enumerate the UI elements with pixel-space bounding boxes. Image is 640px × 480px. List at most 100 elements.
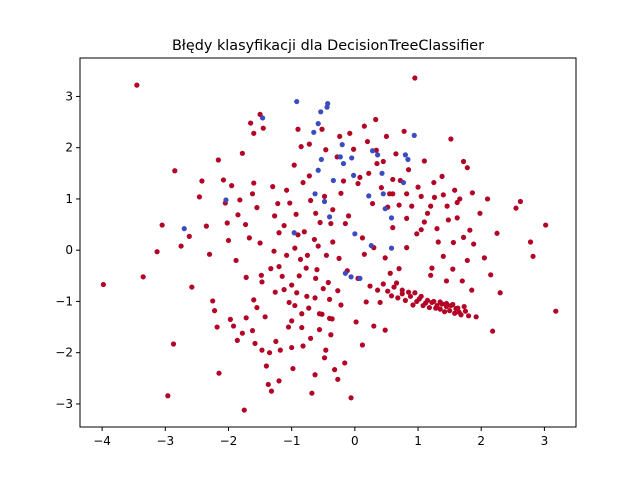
data-point-red-220 bbox=[355, 180, 361, 187]
data-point-red-265 bbox=[380, 158, 386, 165]
data-point-red-155 bbox=[513, 205, 519, 211]
data-point-red-190 bbox=[323, 252, 330, 258]
data-point-red-258 bbox=[239, 330, 245, 336]
data-point-red-181 bbox=[276, 230, 282, 236]
data-point-red-201 bbox=[335, 288, 341, 294]
data-point-red-92 bbox=[383, 133, 390, 140]
data-point-red-109 bbox=[410, 302, 416, 308]
data-point-blue-15 bbox=[405, 156, 411, 163]
data-point-red-63 bbox=[325, 279, 331, 286]
data-point-blue-35 bbox=[342, 270, 348, 276]
data-point-red-99 bbox=[395, 295, 401, 301]
data-point-red-91 bbox=[382, 327, 388, 333]
data-point-blue-33 bbox=[368, 242, 374, 249]
data-point-red-205 bbox=[292, 302, 298, 309]
data-point-red-17 bbox=[215, 157, 221, 163]
data-point-red-69 bbox=[338, 302, 344, 308]
data-point-red-213 bbox=[266, 350, 273, 356]
data-point-blue-8 bbox=[339, 142, 345, 148]
data-point-red-207 bbox=[328, 332, 334, 338]
data-point-blue-21 bbox=[400, 179, 407, 186]
data-point-red-159 bbox=[543, 222, 549, 228]
data-point-red-158 bbox=[530, 253, 536, 259]
data-point-red-169 bbox=[454, 215, 460, 221]
data-point-red-215 bbox=[312, 372, 318, 378]
data-point-red-160 bbox=[553, 308, 559, 314]
data-point-red-262 bbox=[347, 130, 353, 136]
data-point-red-84 bbox=[369, 200, 376, 207]
data-point-red-259 bbox=[326, 315, 333, 321]
x-tick-label: 0 bbox=[351, 434, 359, 448]
data-point-red-161 bbox=[448, 136, 454, 142]
data-point-blue-6 bbox=[311, 129, 317, 135]
data-point-blue-18 bbox=[350, 172, 357, 178]
data-point-red-73 bbox=[345, 213, 352, 219]
data-point-blue-34 bbox=[388, 245, 395, 251]
data-point-red-163 bbox=[439, 173, 445, 179]
data-point-red-275 bbox=[443, 278, 450, 284]
data-point-red-107 bbox=[407, 293, 414, 299]
data-point-red-194 bbox=[296, 273, 302, 279]
data-point-red-226 bbox=[382, 255, 388, 261]
data-point-red-157 bbox=[527, 239, 534, 245]
data-point-red-231 bbox=[412, 290, 418, 296]
data-point-red-3 bbox=[154, 249, 160, 255]
data-point-red-177 bbox=[249, 191, 256, 197]
chart-title: Błędy klasyfikacji dla DecisionTreeClass… bbox=[172, 38, 484, 54]
data-point-red-175 bbox=[251, 130, 257, 136]
data-point-red-100 bbox=[396, 266, 402, 272]
data-point-red-14 bbox=[206, 251, 213, 257]
data-point-red-95 bbox=[388, 293, 395, 299]
data-point-red-102 bbox=[399, 291, 405, 297]
data-point-blue-14 bbox=[340, 160, 347, 167]
data-point-red-216 bbox=[335, 376, 341, 382]
data-point-red-140 bbox=[459, 278, 465, 284]
data-point-red-93 bbox=[385, 288, 391, 294]
data-point-red-148 bbox=[477, 210, 483, 216]
data-point-red-7 bbox=[172, 168, 178, 174]
data-point-red-179 bbox=[270, 184, 276, 190]
data-point-red-12 bbox=[199, 178, 205, 184]
data-point-red-256 bbox=[227, 316, 233, 322]
data-point-red-38 bbox=[273, 338, 279, 345]
data-point-red-222 bbox=[330, 207, 336, 213]
data-point-red-57 bbox=[311, 236, 318, 243]
data-point-blue-0 bbox=[294, 98, 300, 105]
data-point-red-122 bbox=[431, 179, 437, 186]
data-point-red-241 bbox=[298, 144, 304, 150]
data-point-red-150 bbox=[484, 196, 491, 202]
data-point-red-162 bbox=[460, 158, 467, 165]
data-point-red-2 bbox=[140, 274, 146, 280]
data-point-blue-5 bbox=[315, 121, 321, 127]
data-point-red-212 bbox=[252, 340, 258, 347]
data-point-blue-22 bbox=[312, 191, 318, 197]
data-point-red-128 bbox=[440, 192, 446, 198]
data-point-blue-12 bbox=[318, 156, 324, 163]
data-point-red-21 bbox=[230, 323, 237, 329]
data-point-red-36 bbox=[268, 388, 275, 394]
y-tick-label: 2 bbox=[65, 141, 73, 155]
data-point-red-31 bbox=[257, 240, 263, 246]
data-point-red-9 bbox=[186, 233, 192, 239]
data-point-red-176 bbox=[248, 120, 254, 126]
data-point-red-135 bbox=[452, 310, 458, 316]
data-point-red-242 bbox=[291, 162, 297, 168]
data-point-red-261 bbox=[337, 133, 343, 140]
x-tick-label: −1 bbox=[283, 434, 301, 448]
data-point-red-22 bbox=[234, 337, 240, 343]
data-point-red-211 bbox=[259, 347, 265, 353]
plot-frame bbox=[79, 57, 577, 428]
y-tick-label: 1 bbox=[65, 192, 73, 206]
data-point-red-271 bbox=[414, 231, 420, 237]
data-point-blue-2 bbox=[324, 104, 330, 110]
data-point-red-89 bbox=[378, 185, 384, 191]
data-point-red-16 bbox=[211, 308, 218, 314]
data-point-red-58 bbox=[314, 267, 320, 273]
data-point-blue-11 bbox=[337, 154, 343, 160]
data-point-red-82 bbox=[364, 138, 371, 145]
y-tick-label: −1 bbox=[55, 294, 73, 308]
data-point-red-108 bbox=[409, 203, 415, 209]
data-point-red-189 bbox=[315, 243, 321, 249]
data-point-red-68 bbox=[336, 255, 342, 261]
data-point-red-83 bbox=[367, 283, 373, 289]
